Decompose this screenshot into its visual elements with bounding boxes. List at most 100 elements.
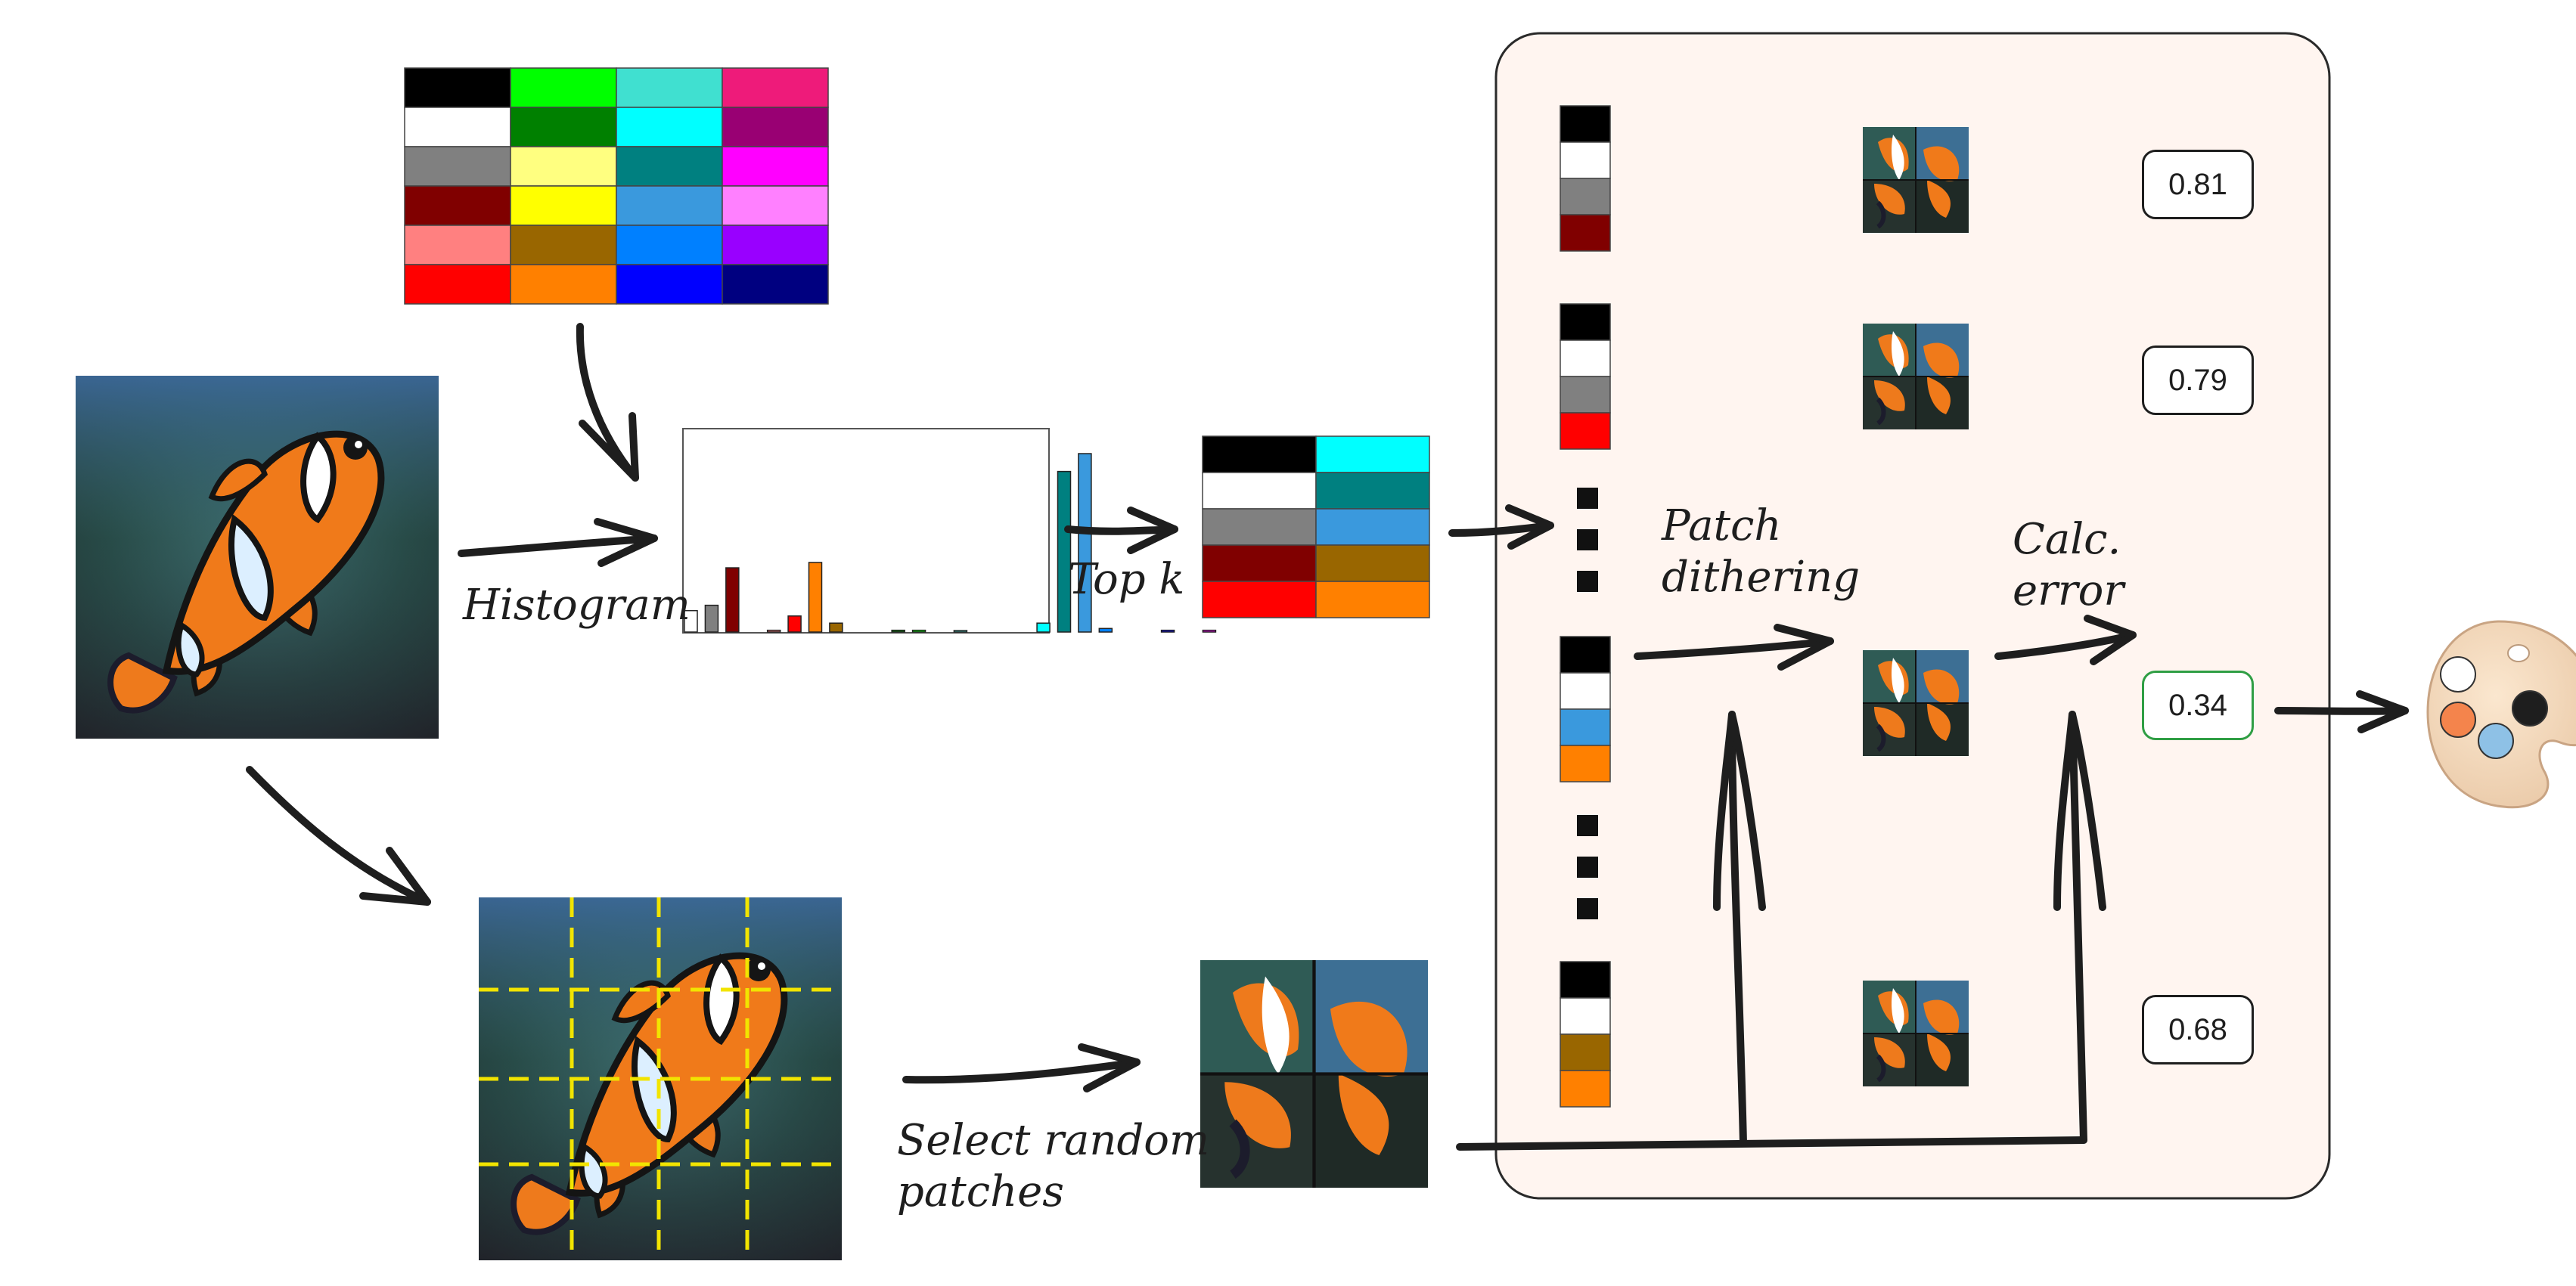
histogram-bar	[1057, 470, 1072, 633]
candidate-swatch	[1560, 214, 1611, 252]
palette-swatch	[722, 67, 829, 108]
evaluation-panel	[1494, 32, 2331, 1200]
palette-swatch	[510, 225, 617, 265]
top-k-swatch	[1315, 435, 1430, 473]
palette-swatch	[510, 264, 617, 305]
top-k-label: Top k	[1068, 555, 1185, 604]
patch-dithering-label: Patch dithering	[1662, 500, 1860, 604]
histogram-bar	[1078, 453, 1092, 633]
palette-swatch	[722, 264, 829, 305]
candidate-swatch	[1560, 339, 1611, 377]
histogram-bar	[1098, 628, 1113, 633]
palette-swatch	[404, 225, 511, 265]
candidate-swatch	[1560, 708, 1611, 746]
calc-error-line2: error	[2013, 566, 2124, 616]
histogram-bar	[704, 604, 719, 633]
palette-swatch	[616, 185, 723, 226]
palette-swatch	[616, 225, 723, 265]
candidate-swatch	[1560, 961, 1611, 999]
paint-dot-orange	[2440, 702, 2476, 738]
top-k-palette	[1202, 435, 1430, 618]
patch-grid-lines	[479, 897, 842, 1260]
palette-swatch	[722, 146, 829, 187]
calc-error-line1: Calc.	[2013, 515, 2121, 564]
histogram-bar	[1202, 629, 1217, 633]
calc-error-label: Calc. error	[2013, 514, 2124, 618]
error-score: 0.81	[2142, 150, 2254, 219]
paint-dot-blue	[2478, 723, 2514, 759]
candidate-swatch	[1560, 745, 1611, 782]
palette-swatch	[616, 264, 723, 305]
histogram-bar	[766, 629, 781, 633]
histogram-bar	[953, 630, 968, 633]
histogram-bar	[787, 615, 802, 633]
palette-swatch	[404, 146, 511, 187]
histogram-bar	[725, 567, 740, 633]
candidate-swatch	[1560, 997, 1611, 1035]
palette-swatch	[510, 67, 617, 108]
candidate-swatch	[1560, 141, 1611, 179]
patch-dithering-line2: dithering	[1662, 553, 1861, 603]
histogram-bar	[911, 629, 926, 633]
palette-swatch	[616, 67, 723, 108]
top-k-swatch	[1315, 472, 1430, 510]
candidate-palette	[1560, 105, 1611, 252]
select-random-line2: patches	[897, 1167, 1065, 1217]
top-k-swatch	[1202, 472, 1317, 510]
clownfish-source-image	[76, 376, 439, 739]
palette-swatch	[404, 67, 511, 108]
top-k-swatch	[1202, 581, 1317, 618]
histogram-label: Histogram	[463, 581, 691, 630]
top-k-swatch	[1315, 508, 1430, 546]
patch-dithering-line1: Patch	[1662, 501, 1782, 550]
ellipsis-upper	[1577, 488, 1598, 592]
top-k-swatch	[1202, 435, 1317, 473]
histogram-bar	[891, 629, 905, 633]
top-k-swatch	[1202, 508, 1317, 546]
candidate-swatch	[1560, 1070, 1611, 1108]
gridded-patch-image	[479, 897, 842, 1260]
dithered-patch-thumbnail	[1863, 324, 1969, 429]
select-random-line1: Select random	[897, 1116, 1210, 1165]
palette-swatch	[510, 107, 617, 147]
palette-swatch	[616, 146, 723, 187]
histogram-bar	[1160, 629, 1175, 633]
candidate-swatch	[1560, 178, 1611, 215]
paint-dot-black	[2512, 690, 2548, 727]
selected-patches	[1200, 960, 1428, 1188]
error-score: 0.79	[2142, 346, 2254, 415]
palette-swatch	[722, 107, 829, 147]
candidate-swatch	[1560, 672, 1611, 710]
top-k-swatch	[1202, 544, 1317, 582]
error-score: 0.68	[2142, 995, 2254, 1064]
flow-arrows	[246, 323, 2409, 1151]
dithered-patch-thumbnail	[1863, 127, 1969, 233]
histogram-bar	[829, 622, 843, 633]
palette-swatch	[722, 225, 829, 265]
candidate-swatch	[1560, 1033, 1611, 1071]
palette-swatch	[404, 107, 511, 147]
candidate-swatch	[1560, 105, 1611, 143]
palette-swatch	[404, 185, 511, 226]
candidate-palette	[1560, 303, 1611, 450]
candidate-palette	[1560, 636, 1611, 782]
ellipsis-lower	[1577, 815, 1598, 919]
palette-swatch	[510, 185, 617, 226]
paint-dot-white	[2440, 656, 2476, 693]
candidate-swatch	[1560, 636, 1611, 674]
palette-swatch	[404, 264, 511, 305]
top-k-swatch	[1315, 544, 1430, 582]
best-error-score: 0.34	[2142, 671, 2254, 740]
palette-swatch	[510, 146, 617, 187]
select-random-patches-label: Select random patches	[897, 1115, 1209, 1219]
candidate-swatch	[1560, 412, 1611, 450]
artist-palette-icon	[2426, 620, 2576, 809]
top-k-swatch	[1315, 581, 1430, 618]
candidate-palette	[1560, 961, 1611, 1108]
histogram-bar	[684, 609, 698, 633]
full-color-palette	[404, 67, 829, 305]
candidate-swatch	[1560, 376, 1611, 414]
dithered-patch-thumbnail	[1863, 650, 1969, 756]
histogram-bar	[1036, 622, 1051, 633]
